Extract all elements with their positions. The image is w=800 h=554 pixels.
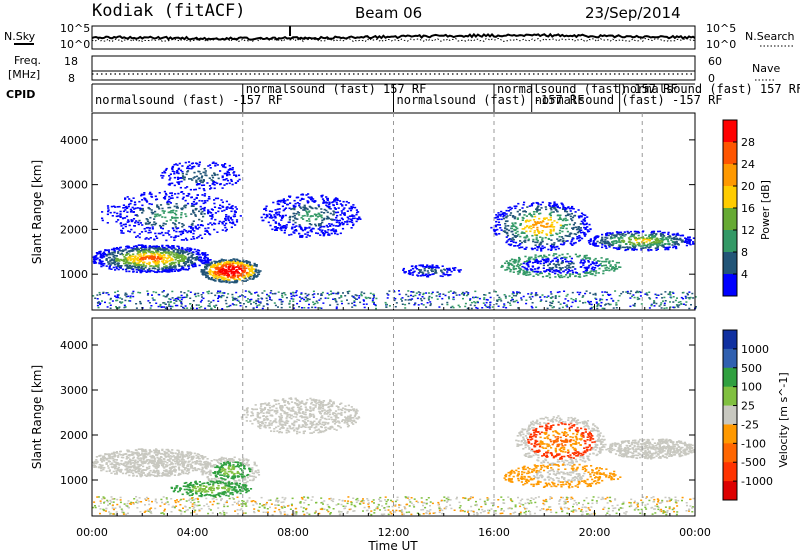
power-colorbar-tick: 16: [741, 202, 755, 215]
cpid-segment-label: normalsound (fast) -157 RF: [535, 93, 723, 107]
power-colorbar-tick: 28: [741, 136, 755, 149]
freq-tick-top: 18: [64, 55, 78, 68]
cpid-strip: CPID normalsound (fast) -157 RFnormalsou…: [6, 82, 800, 112]
velocity-data: [92, 397, 695, 516]
velocity-colorbar-swatch: [723, 424, 737, 444]
noise-left-label: N.Sky: [4, 30, 36, 43]
velocity-colorbar-swatch: [723, 443, 737, 463]
power-colorbar-label: Power [dB]: [759, 180, 772, 240]
velocity-colorbar-swatch: [723, 405, 737, 425]
velocity-colorbar-swatch: [723, 481, 737, 501]
x-tick-label: 20:00: [579, 526, 611, 539]
noise-panel: N.Sky 10^5 10^0 10^5 10^0 N.Search: [4, 22, 795, 51]
velocity-colorbar-tick: 1000: [741, 343, 769, 356]
nave-tick-top: 60: [708, 55, 722, 68]
velocity-y-tick: 1000: [60, 474, 88, 487]
power-colorbar-tick: 4: [741, 268, 748, 281]
velocity-colorbar-swatch: [723, 348, 737, 369]
velocity-colorbar-tick: -1000: [741, 475, 773, 488]
freq-label-bottom: [MHz]: [8, 68, 40, 81]
noise-right-tick-bottom: 10^0: [706, 38, 736, 51]
x-axis-label: Time UT: [367, 539, 418, 553]
cpid-label: CPID: [6, 88, 35, 101]
nave-tick-bottom: 0: [708, 72, 715, 85]
velocity-colorbar-tick: 100: [741, 381, 762, 394]
velocity-colorbar-swatch: [723, 462, 737, 482]
noise-left-tick-bottom: 10^0: [60, 38, 90, 51]
x-tick-label: 00:00: [76, 526, 108, 539]
freq-tick-bottom: 8: [68, 72, 75, 85]
power-colorbar-swatch: [723, 252, 737, 275]
velocity-colorbar-label: Velocity [m s^-1]: [777, 372, 790, 467]
power-colorbar-tick: 8: [741, 246, 748, 259]
power-data: [92, 161, 697, 310]
velocity-colorbar-tick: -100: [741, 437, 766, 450]
power-y-tick: 1000: [60, 268, 88, 281]
x-tick-label: 04:00: [177, 526, 209, 539]
velocity-colorbar-tick: 500: [741, 362, 762, 375]
nave-label: Nave: [752, 62, 780, 75]
power-colorbar-swatch: [723, 208, 737, 231]
power-colorbar-tick: 12: [741, 224, 755, 237]
power-y-tick: 2000: [60, 223, 88, 236]
velocity-y-tick: 2000: [60, 429, 88, 442]
noise-left-tick-top: 10^5: [60, 22, 90, 35]
velocity-ylabel: Slant Range [km]: [30, 365, 44, 469]
frequency-panel: Freq. [MHz] 18 8 60 0 Nave: [8, 54, 780, 85]
date-label: 23/Sep/2014: [585, 4, 681, 22]
plot-title: Kodiak (fitACF): [92, 1, 246, 21]
velocity-colorbar: 1000 500 100 25 -25 -100 -500 -1000: [722, 329, 773, 501]
power-ylabel: Slant Range [km]: [30, 160, 44, 264]
power-colorbar-swatch: [723, 142, 737, 165]
freq-label-top: Freq.: [14, 54, 41, 67]
velocity-y-tick: 4000: [60, 339, 88, 352]
cpid-segment-label: normalsound (fast) -157 RF: [95, 93, 283, 107]
velocity-panel: 4000 3000 2000 1000 Slant Range [km] 1000 50…: [30, 317, 790, 517]
power-colorbar-swatch: [723, 164, 737, 187]
noise-right-label: N.Search: [745, 30, 795, 43]
power-colorbar-swatch: [723, 120, 737, 143]
velocity-colorbar-tick: -500: [741, 456, 766, 469]
power-colorbar-tick: 24: [741, 158, 755, 171]
power-y-tick: 3000: [60, 179, 88, 192]
power-colorbar-swatch: [723, 274, 737, 297]
power-colorbar-swatch: [723, 186, 737, 209]
power-panel: 4000 3000 2000 1000 Slant Range [km] 28 24 20…: [30, 112, 772, 311]
x-tick-label: 12:00: [378, 526, 410, 539]
beam-label: Beam 06: [355, 4, 422, 22]
power-y-tick: 4000: [60, 134, 88, 147]
velocity-y-tick: 3000: [60, 384, 88, 397]
power-colorbar-swatch: [723, 230, 737, 253]
x-tick-label: 00:00: [679, 526, 711, 539]
velocity-colorbar-swatch: [723, 386, 737, 407]
velocity-colorbar-tick: -25: [741, 418, 759, 431]
x-tick-label: 16:00: [478, 526, 510, 539]
velocity-colorbar-swatch: [723, 330, 737, 350]
velocity-colorbar-swatch: [723, 367, 737, 388]
noise-sky-trace: [91, 32, 696, 41]
cpid-segment-label: normalsound (fast) 157 RF: [497, 82, 678, 96]
cpid-segment-label: normalsound (fast) 157 RF: [623, 82, 800, 96]
velocity-colorbar-tick: 25: [741, 400, 755, 413]
x-axis: 00:00 04:00 08:00 12:00 16:00 20:00 00:00: [76, 113, 711, 539]
cpid-segment-label: normalsound (fast) -157 RF: [397, 93, 585, 107]
x-tick-label: 08:00: [277, 526, 309, 539]
power-colorbar: 28 24 20 16 12 8 4: [722, 119, 755, 297]
power-colorbar-tick: 20: [741, 180, 755, 193]
cpid-segment-label: normalsound (fast) 157 RF: [246, 82, 427, 96]
noise-right-tick-top: 10^5: [706, 22, 736, 35]
